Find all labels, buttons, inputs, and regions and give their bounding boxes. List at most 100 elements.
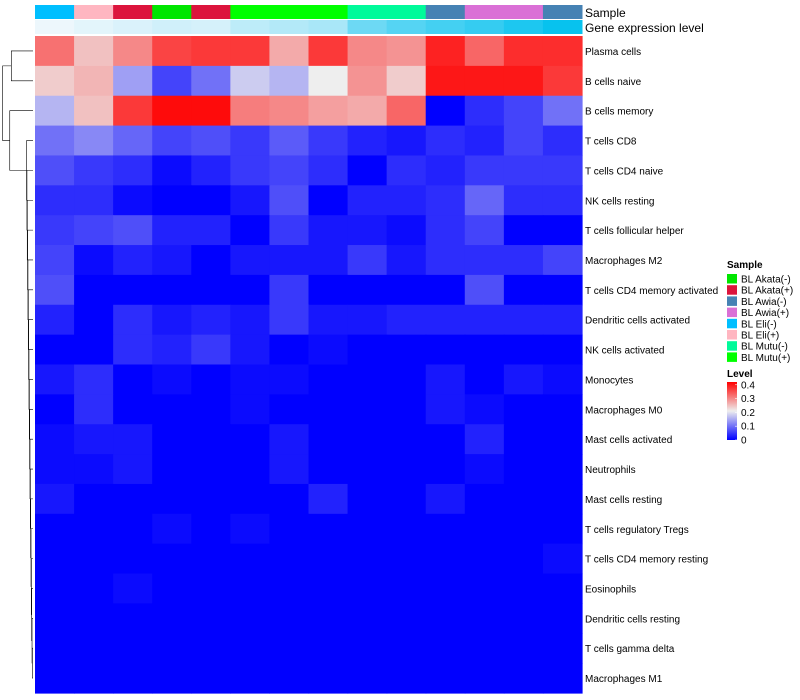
heatmap-cell [464,364,505,395]
heatmap-cell [152,543,192,575]
heatmap-cell [35,394,75,425]
row-label: Macrophages M0 [585,405,663,416]
heatmap-cell [464,274,505,306]
heatmap-cell [74,155,114,186]
heatmap-cell [386,215,427,246]
heatmap-cell [542,125,583,157]
heatmap-cell [269,125,310,157]
heatmap-cell [308,633,349,664]
heatmap-cell [191,274,231,306]
heatmap-cell [386,364,427,395]
heatmap-cell [113,95,153,127]
annotation-sample-cell [269,5,309,19]
legend-sample-swatch [727,274,737,284]
heatmap-cell [152,573,192,605]
heatmap-cell [191,185,231,216]
heatmap-cell [347,185,388,216]
heatmap-cell [347,483,388,515]
heatmap-cell [152,603,192,634]
heatmap-cell [542,334,583,366]
dendrogram-branch [31,558,33,615]
heatmap-cell [74,663,114,694]
annotation-expression-cell [464,20,505,34]
heatmap-cell [347,513,388,545]
heatmap-cell [308,36,349,67]
annotation-expression-cell [347,20,388,34]
heatmap-cell [542,274,583,306]
heatmap-cell [503,185,544,216]
heatmap-cell [35,245,75,276]
heatmap-cell [191,36,231,67]
heatmap-cell [503,36,544,67]
heatmap-cell [464,483,505,515]
row-label: T cells CD4 memory resting [585,555,708,566]
heatmap-cell [308,304,349,336]
heatmap-cell [386,95,427,127]
legend-sample-swatch [727,330,737,340]
heatmap-cell [230,36,271,67]
heatmap-cell [269,483,310,515]
row-label: T cells CD4 memory activated [585,286,718,297]
heatmap-cell [269,663,310,694]
heatmap-cell [152,663,192,694]
heatmap-cell [308,483,349,515]
row-label: Mast cells activated [585,435,672,446]
heatmap-cell [113,394,153,425]
heatmap-cell [269,573,310,605]
heatmap-cell [269,155,310,186]
annotation-label-sample: Sample [585,6,626,20]
dendrogram-branch [32,647,33,679]
heatmap-cell [35,95,75,127]
heatmap-cell [74,364,114,395]
heatmap-cell [35,215,75,246]
heatmap-cell [542,304,583,336]
heatmap-cell [35,125,75,157]
heatmap-cell [347,633,388,664]
heatmap-cell [542,394,583,425]
heatmap-cell [269,185,310,216]
heatmap-cell [386,394,427,425]
heatmap-cell [464,155,505,186]
annotation-expression-cell [425,20,466,34]
heatmap-cell [425,155,466,186]
heatmap-cell [425,95,466,127]
heatmap-cell [35,334,75,366]
heatmap-cell [74,215,114,246]
heatmap-cell [308,454,349,485]
heatmap-cell [230,633,271,664]
heatmap-cell [308,573,349,605]
heatmap-cell [152,185,192,216]
annotation-sample-cell [191,5,231,19]
heatmap-cell [503,633,544,664]
legend-sample-swatch [727,318,737,329]
annotation-sample-cell [542,5,583,19]
row-label: T cells regulatory Tregs [585,525,689,536]
annotation-sample-cell [347,5,388,19]
row-label: NK cells resting [585,196,654,207]
heatmap-cell [152,394,192,425]
heatmap-cell [503,483,544,515]
legend-level-colorbar [727,382,737,440]
annotation-expression-cell [308,20,349,34]
heatmap-cell [464,245,505,276]
legend-sample-label: BL Akata(+) [741,286,793,297]
annotation-sample-cell [74,5,114,19]
heatmap-cell [308,394,349,425]
heatmap-cell [308,155,349,186]
heatmap-cell [74,633,114,664]
heatmap-cell [113,245,153,276]
heatmap-cell [74,185,114,216]
heatmap-cell [74,36,114,67]
heatmap-cell [269,513,310,545]
heatmap-cell [152,364,192,395]
heatmap-cell [386,304,427,336]
heatmap-cell [269,304,310,336]
heatmap-cell [425,36,466,67]
heatmap-cell [191,125,231,157]
heatmap-cell [113,125,153,157]
heatmap-cell [230,304,271,336]
legend-level-title: Level [727,369,753,380]
heatmap-cell [503,155,544,186]
heatmap-cell [542,603,583,634]
heatmap-cell [230,513,271,545]
